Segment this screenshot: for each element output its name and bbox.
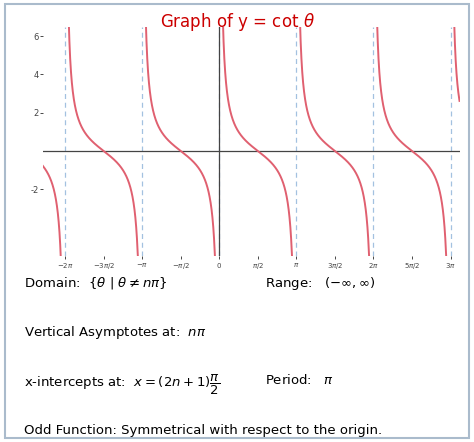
Text: Period:   $\pi$: Period: $\pi$ [265, 373, 335, 387]
Text: Domain:  {$\theta$ | $\theta \neq n\pi$}: Domain: {$\theta$ | $\theta \neq n\pi$} [24, 275, 167, 291]
Text: Range:   $(-\infty, \infty)$: Range: $(-\infty, \infty)$ [265, 275, 376, 292]
Text: x-intercepts at:  $x = (2n+1)\dfrac{\pi}{2}$: x-intercepts at: $x = (2n+1)\dfrac{\pi}{… [24, 373, 220, 397]
Text: Graph of y = cot $\theta$: Graph of y = cot $\theta$ [160, 11, 314, 33]
Text: Odd Function: Symmetrical with respect to the origin.: Odd Function: Symmetrical with respect t… [24, 424, 382, 437]
Text: Vertical Asymptotes at:  $n\pi$: Vertical Asymptotes at: $n\pi$ [24, 324, 206, 341]
